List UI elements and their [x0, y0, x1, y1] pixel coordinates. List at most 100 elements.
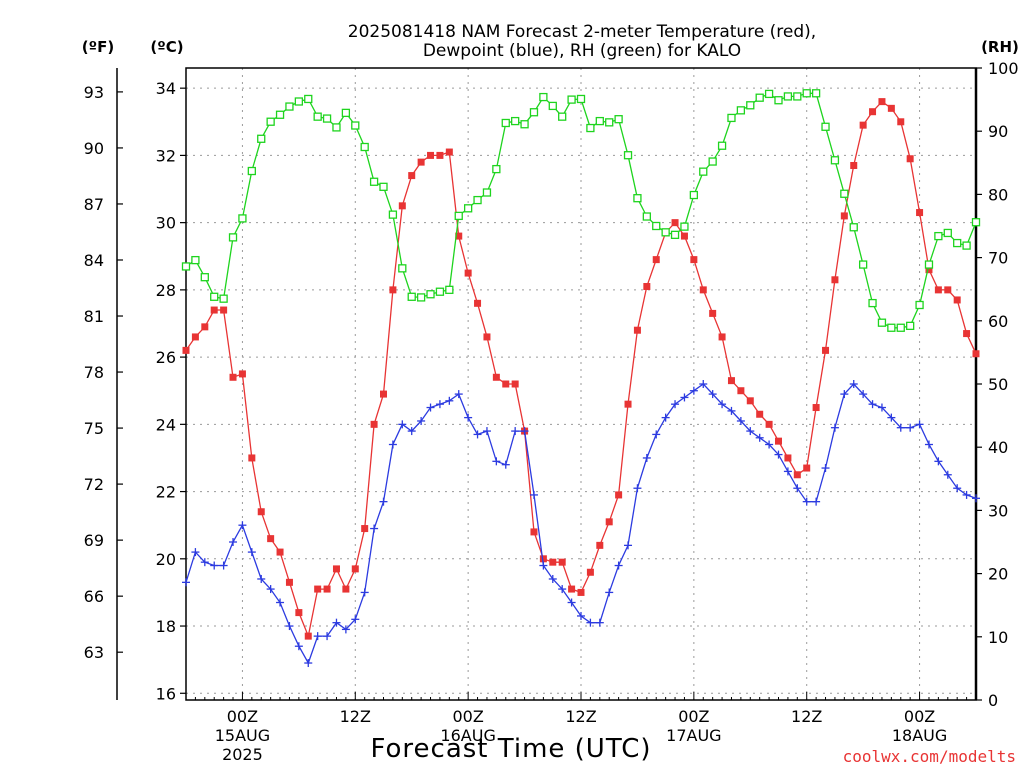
temperature-point: [840, 212, 848, 220]
fahrenheit-tick-label: 90: [84, 139, 104, 158]
rh-point: [200, 273, 209, 282]
series-rh: [181, 89, 981, 332]
dewpoint-point: [924, 440, 933, 449]
dewpoint-point: [182, 578, 190, 587]
rh-point: [398, 264, 407, 273]
temperature-point: [775, 437, 782, 445]
rh-tick-label: 40: [988, 438, 1008, 457]
dewpoint-point: [332, 618, 341, 627]
dewpoint-point: [962, 490, 971, 499]
temperature-point: [398, 202, 406, 210]
x-tick-label: 12Z: [340, 707, 371, 726]
rh-point: [793, 92, 802, 101]
dewpoint-point: [558, 585, 567, 594]
rh-point: [558, 112, 567, 121]
temperature-point: [332, 565, 340, 573]
rh-point: [463, 204, 473, 213]
dewpoint-point: [774, 450, 783, 459]
dewpoint-point: [323, 632, 332, 641]
rh-point: [774, 96, 783, 105]
fahrenheit-tick-label: 63: [84, 643, 104, 662]
dewpoint-point: [708, 390, 717, 399]
dewpoint-point: [520, 427, 529, 436]
dewpoint-point: [642, 453, 651, 462]
rh-point: [454, 211, 463, 221]
dewpoint-point: [276, 598, 285, 607]
rh-point: [633, 194, 642, 203]
rh-point: [341, 108, 351, 118]
temperature-point: [812, 404, 820, 412]
rh-point: [699, 167, 708, 176]
temperature-point: [737, 387, 745, 395]
temperature-point: [586, 568, 594, 576]
dewpoint-point: [464, 413, 473, 422]
temperature-point: [577, 588, 585, 596]
temperature-point: [953, 296, 961, 304]
rh-point: [840, 189, 849, 198]
celsius-tick-label: 20: [156, 550, 176, 569]
dewpoint-point: [906, 423, 915, 432]
temperature-point: [257, 508, 265, 516]
dewpoint-point: [370, 524, 379, 533]
temperature-point: [267, 535, 275, 543]
celsius-tick-label: 32: [156, 146, 176, 165]
rh-point: [877, 318, 887, 327]
temperature-point: [680, 232, 688, 240]
x-tick-label: 00Z: [904, 707, 935, 726]
dewpoint-point: [671, 400, 680, 409]
temperature-point: [276, 548, 284, 556]
x-tick-label: 12Z: [565, 707, 596, 726]
temperature-point: [831, 276, 839, 284]
rh-point: [435, 287, 445, 296]
rh-point: [689, 190, 699, 200]
temperature-point: [351, 565, 359, 573]
rh-point: [934, 231, 943, 241]
temperature-point: [784, 454, 792, 462]
dewpoint-point: [680, 393, 689, 402]
chart-title-line1: 2025081418 NAM Forecast 2-meter Temperat…: [348, 22, 816, 42]
rh-point: [755, 93, 764, 102]
dewpoint-point: [943, 470, 952, 479]
dewpoint-point: [972, 494, 980, 503]
temperature-point: [549, 558, 557, 566]
dewpoint-point: [548, 574, 557, 583]
dewpoint-point: [567, 598, 576, 607]
rh-tick-label: 70: [988, 249, 1008, 268]
temperature-point: [633, 326, 641, 334]
dewpoint-point: [736, 416, 745, 425]
rh-point: [181, 262, 191, 271]
temperature-point: [455, 232, 463, 240]
temperature-point: [323, 585, 331, 593]
dewpoint-point: [652, 430, 661, 439]
dewpoint-point: [266, 585, 275, 594]
rh-point: [887, 323, 896, 332]
temperature-point: [380, 390, 387, 398]
temperature-point: [596, 541, 604, 549]
temperature-point: [201, 323, 209, 331]
temperature-point: [483, 333, 491, 341]
rh-point: [736, 106, 746, 115]
temperature-point: [925, 266, 933, 274]
rh-point: [586, 123, 595, 133]
x-tick-date-label: 18AUG: [892, 726, 947, 745]
rh-point: [247, 166, 256, 176]
rh-point: [821, 122, 830, 131]
rh-point: [416, 293, 426, 302]
rh-point: [228, 233, 238, 242]
x-tick-label: 00Z: [227, 707, 258, 726]
temperature-point: [361, 525, 369, 533]
dewpoint-point: [229, 538, 238, 546]
rh-point: [764, 89, 774, 99]
dewpoint-point: [473, 430, 482, 439]
temperature-point: [314, 585, 322, 593]
temperature-point: [906, 155, 914, 163]
fahrenheit-tick-label: 78: [84, 363, 104, 382]
temperature-point: [699, 286, 707, 294]
rh-point: [473, 195, 482, 205]
rh-point: [858, 260, 868, 269]
temperature-point: [718, 333, 726, 341]
rh-point: [351, 121, 360, 130]
temperature-point: [427, 151, 435, 159]
rh-point: [482, 188, 492, 197]
